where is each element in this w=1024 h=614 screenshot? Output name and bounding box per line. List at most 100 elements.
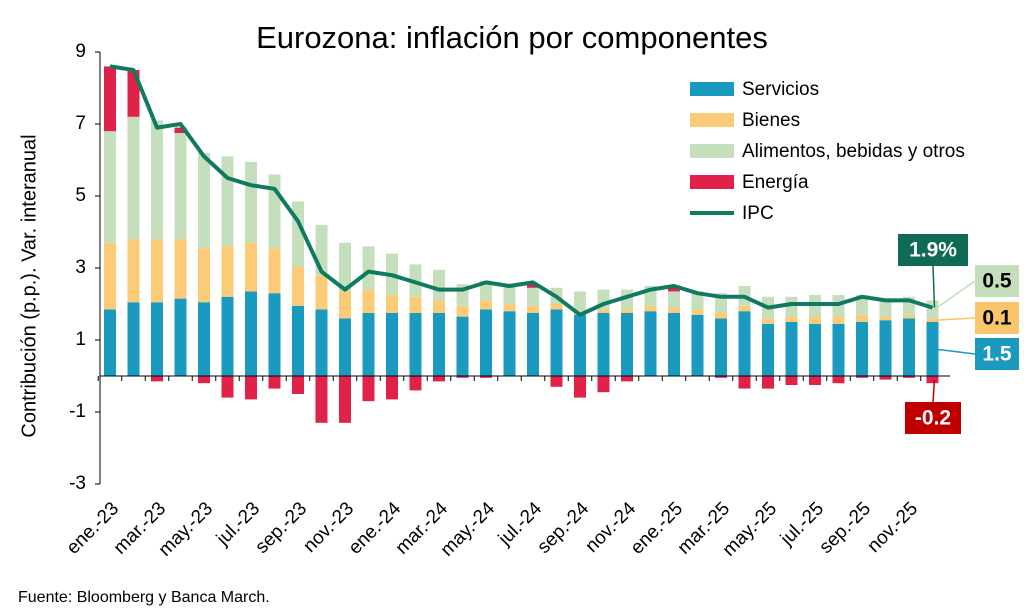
bar-segment [621,313,633,376]
bar-segment [668,307,680,313]
bar-segment [174,133,187,240]
bar-segment [456,305,469,317]
bar-segment [386,313,398,376]
bar-segment [104,309,116,376]
bar-segment [198,248,210,303]
bar-segment [315,376,328,423]
bar-segment [339,242,351,292]
bar-segment [268,248,281,294]
bar-segment [785,316,798,322]
bar-segment [926,300,939,319]
bar-segment [198,152,210,249]
bar-segment [362,376,375,402]
bar-segment [597,309,610,313]
bar-segment [691,314,704,376]
bar-segment [456,376,469,378]
bar-segment [715,376,727,378]
bar-segment [127,116,140,240]
end-label-connector [932,379,936,403]
bar-segment [339,291,351,319]
bar-segment [268,174,281,249]
bar-segment [151,376,163,382]
bar-segment [644,311,657,376]
bar-segment [903,376,915,378]
bar-segment [480,376,492,378]
legend-label: Alimentos, bebidas y otros [742,141,965,162]
bar-segment [104,242,116,310]
bar-segment [574,314,586,376]
bar-segment [503,311,516,376]
bar-segment [221,376,234,398]
bar-segment [738,376,751,389]
bar-segment [644,305,657,312]
x-tick-label: sep.-25 [815,498,875,558]
bar-segment [127,239,140,303]
bar-segment [245,376,257,400]
bar-segment [104,131,116,243]
bar-segment [809,376,821,385]
x-tick-label: ene.-25 [627,498,687,558]
bar-segment [668,291,680,308]
x-tick-label: sep.-24 [533,498,593,558]
bar-segment [245,161,257,243]
bar-segment [362,289,375,313]
bar-segment [856,322,868,376]
bar-segment [879,320,892,376]
bar-segment [221,156,234,247]
x-tick-label: sep.-23 [251,498,311,558]
bar-segment [503,304,516,312]
bar-segment [856,376,868,378]
end-label: -0.2 [915,407,951,430]
legend-swatch [690,175,734,189]
bar-segment [762,376,774,389]
bar-segment [221,246,234,297]
bar-segment [151,239,163,303]
bar-segment [480,309,492,376]
bar-segment [926,322,939,376]
bar-segment [621,309,633,313]
bar-segment [174,127,187,133]
bar-segment [550,309,563,376]
y-tick-label: 1 [75,329,86,350]
bar-segment [245,242,257,292]
bar-segment [762,318,774,324]
bar-segment [221,296,234,376]
bar-segment [527,284,539,288]
bar-segment [550,304,563,310]
bar-segment [668,286,680,292]
bar-segment [245,291,257,376]
bar-segment [409,376,422,391]
bar-segment [433,313,445,376]
y-tick-label: 3 [75,257,86,278]
bar-segment [597,376,610,393]
bar-segment [903,318,915,376]
bar-segment [409,313,422,376]
y-tick-label: 7 [75,113,86,134]
bar-segment [362,246,375,290]
end-label-box [975,265,1019,297]
bar-segment [926,376,939,384]
end-label: 0.1 [982,307,1012,330]
legend-label: Energía [742,172,809,193]
legend-swatch [690,113,734,127]
legend-swatch [690,144,734,158]
bar-segment [856,314,868,322]
bar-segment [809,316,821,324]
bar-segment [621,376,633,382]
end-label-connector [934,348,976,355]
legend-swatch [690,82,734,96]
bar-segment [903,314,915,319]
bar-segment [926,318,939,322]
bar-segment [174,298,187,376]
bar-segment [879,376,892,380]
bar-segment [832,316,845,324]
bar-segment [198,302,210,376]
bar-segment [362,313,375,376]
bar-segment [832,376,845,384]
bar-segment [785,296,798,317]
bar-segment [879,298,892,317]
y-tick-label: -1 [69,401,86,422]
bar-segment [292,305,304,376]
end-label-box [905,402,961,434]
